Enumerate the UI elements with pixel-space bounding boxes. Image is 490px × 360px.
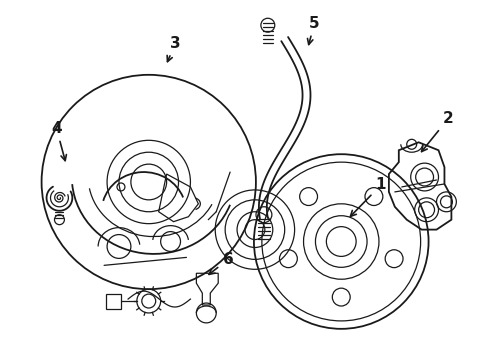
Text: 5: 5 <box>308 16 320 45</box>
Text: 4: 4 <box>51 121 67 161</box>
Text: 6: 6 <box>209 252 234 274</box>
Text: 3: 3 <box>167 36 181 62</box>
Text: 1: 1 <box>350 177 386 216</box>
Text: 2: 2 <box>421 111 454 152</box>
